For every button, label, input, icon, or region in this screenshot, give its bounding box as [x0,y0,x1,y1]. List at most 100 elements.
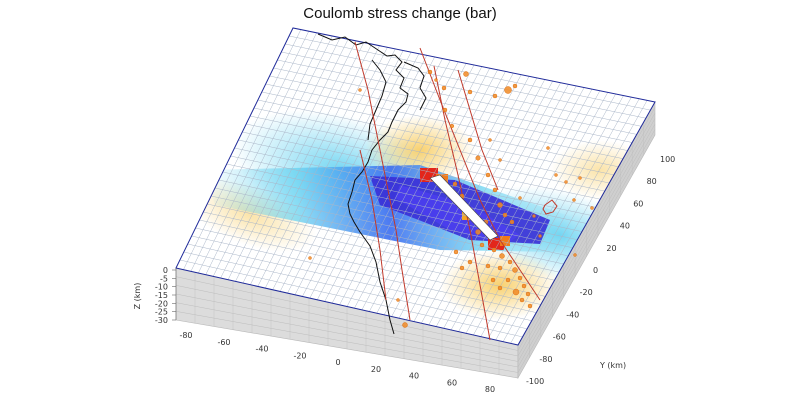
x-tick-label: 60 [447,378,457,387]
earthquake-dot [527,303,533,309]
y-tick-label: 0 [593,266,598,275]
grid-line [289,35,651,111]
grid-line [195,227,541,305]
y-tick-label: 80 [647,177,657,186]
grid-line [281,51,642,127]
earthquake-dot [452,181,458,187]
fault-segment [429,174,499,241]
earthquake-dot [525,291,531,297]
earthquake-dot [504,86,512,94]
fault-trace-4 [457,69,499,191]
fault-trace-1 [354,41,411,321]
fault-trace-2 [419,47,541,301]
earthquake-dot [449,123,455,129]
earthquake-dot [467,137,473,143]
grid-line [211,195,560,273]
grid-line [273,67,633,143]
z-tick-label: -25 [155,308,168,317]
grid-line [238,139,592,216]
y-tick-label: -20 [580,288,593,297]
earthquake-dot [573,253,577,257]
earthquake-dot [488,138,492,142]
y-tick-label: -60 [553,333,566,342]
earthquake-dot [519,297,525,303]
grid-line [269,75,628,151]
earthquake-dot [467,259,473,265]
earthquake-dot [502,212,508,218]
grid-line [199,219,546,297]
x-axis: -80 -60 -40 -20 0 20 40 60 80 [179,331,495,394]
z-tick-label: -20 [155,299,168,308]
grid-line [183,251,528,330]
earthquake-dot [498,158,502,162]
earthquake-dot [497,202,503,208]
grid-line [242,131,596,208]
earthquake-dot [475,229,481,235]
earthquake-dot [572,198,576,202]
earthquake-dot [491,247,497,253]
grid-line [261,91,619,168]
earthquake-dot [490,277,496,283]
earthquake-dot [564,180,568,184]
z-axis-label: Z (km) [133,283,142,310]
x-tick-label: 40 [409,372,419,381]
y-axis-label: Y (km) [599,361,626,370]
earthquake-dot [467,89,473,95]
earthquake-dot [492,93,498,99]
plane-grid [179,29,651,344]
y-tick-label: 60 [633,199,643,208]
z-axis: 0-5-10-15-20-25-30 Z (km) [133,266,177,325]
earthquake-dot [546,146,550,150]
earthquake-dot [578,176,582,180]
earthquake-dot [512,83,518,89]
earthquake-dot [509,219,515,225]
earthquake-dot [518,196,522,200]
y-tick-label: 20 [606,244,616,253]
earthquake-dot [521,283,527,289]
earthquake-dot [479,242,485,248]
earthquake-dot [402,322,408,328]
earthquake-dot [497,265,503,271]
earthquake-dot [459,265,465,271]
z-tick-label: -5 [160,274,168,283]
grid-line [277,59,637,135]
y-tick-label: 100 [660,155,675,164]
earthquake-dot [538,234,542,238]
earthquake-dot [427,69,433,75]
grid-line [187,243,532,321]
earthquake-dot [485,263,491,269]
grid-line [179,259,523,338]
stress-patch-positive-southtip-2 [500,236,510,246]
aftershock-cluster [542,199,558,215]
coastline [317,33,427,335]
grid-line [250,115,605,192]
earthquake-dot [512,267,518,273]
earthquake-dot [554,173,558,177]
y-tick-label: -80 [539,355,552,364]
grid-line [191,235,537,313]
earthquake-dot [475,155,481,161]
x-tick-label: -80 [179,331,192,340]
grid-line [234,147,587,224]
earthquake-dot [497,285,503,291]
y-tick-label: 40 [620,222,630,231]
earthquake-dot [396,298,400,302]
grid-line [230,155,582,232]
grid-line [265,83,624,159]
z-tick-label: -15 [155,291,168,300]
earthquake-dot [532,214,536,218]
earthquake-dot [485,172,491,178]
earthquake-dot [499,253,505,259]
x-tick-label: -20 [293,351,306,360]
earthquake-dot [507,259,513,265]
grid-line [207,203,555,281]
earthquake-dot [434,78,438,82]
grid-line [226,163,578,240]
earthquake-markers [308,69,594,328]
z-tick-label: -10 [155,283,168,292]
figure-title: Coulomb stress change (bar) [303,5,496,22]
grid-line [246,123,601,200]
y-axis: 100 80 60 40 20 0 -20 -40 -60 -80 -100 [526,155,675,386]
earthquake-dot [517,275,523,281]
earthquake-dot [453,249,459,255]
